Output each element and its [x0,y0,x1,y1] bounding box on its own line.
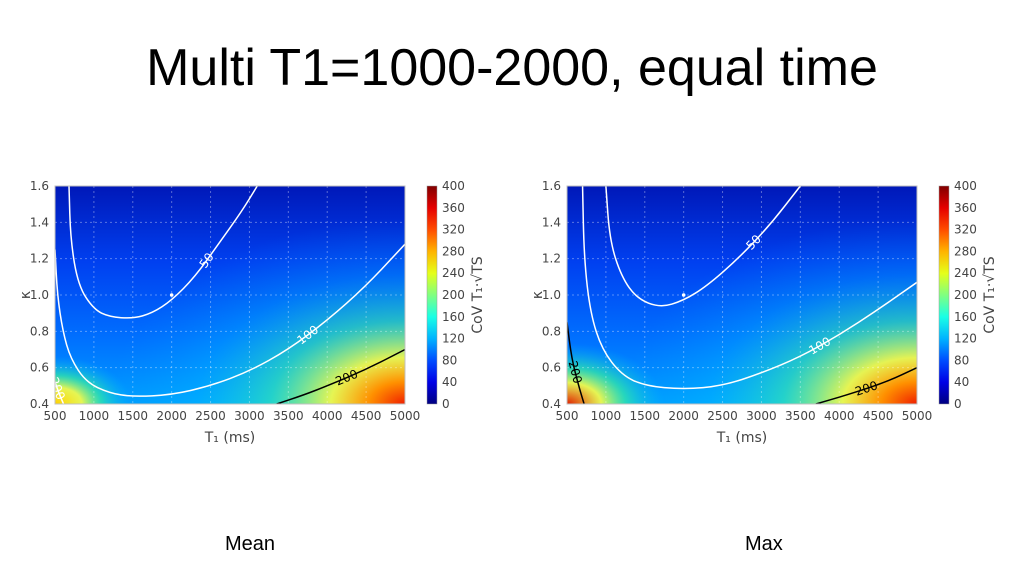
contour-line-200 [567,322,585,404]
y-axis-label: κ [532,291,546,299]
colorbar-tick-label: 120 [442,332,465,346]
colorbar-tick-label: 40 [954,375,969,389]
colorbar-tick-label: 360 [954,201,977,215]
y-tick-label: 0.8 [542,324,561,338]
colorbar-tick-label: 240 [954,266,977,280]
reference-marker [169,293,174,297]
y-tick-label: 0.4 [542,397,561,411]
plot-frame [54,185,406,405]
colorbar-tick-label: 360 [442,201,465,215]
plot-frame [566,185,918,405]
x-tick-label: 1500 [630,409,661,423]
x-tick-label: 2000 [668,409,699,423]
contour-line-100 [55,243,405,397]
y-tick-label: 0.6 [30,361,49,375]
colorbar-tick-label: 160 [954,310,977,324]
colorbar-tick-label: 160 [442,310,465,324]
x-tick-label: 5000 [902,409,933,423]
colorbar-tick-label: 240 [442,266,465,280]
y-tick-label: 1.6 [542,179,561,193]
colorbar-tick-label: 0 [954,397,962,411]
y-tick-label: 0.8 [30,324,49,338]
heatmap-corner-region [55,186,405,404]
caption-max: Max [745,533,783,555]
x-tick-label: 4000 [824,409,855,423]
colorbar-label: CoV T₁·√TS [982,256,998,333]
heatmap-corner-region [567,186,917,404]
y-tick-label: 1.2 [30,252,49,266]
y-tick-label: 1.4 [542,215,561,229]
y-tick-label: 1.0 [30,288,49,302]
heatmap-area [54,185,406,405]
x-tick-label: 2500 [195,409,226,423]
y-tick-label: 1.2 [542,252,561,266]
x-tick-label: 3500 [273,409,304,423]
colorbar [938,185,950,405]
colorbar-tick-label: 0 [442,397,450,411]
y-axis-label: κ [20,291,34,299]
x-tick-label: 2500 [707,409,738,423]
colorbar-tick-label: 80 [442,353,457,367]
colorbar-tick-label: 400 [442,179,465,193]
colorbar [426,185,438,405]
colorbar-tick-label: 80 [954,353,969,367]
slide-title: Multi T1=1000-2000, equal time [146,39,878,97]
y-tick-label: 1.6 [30,179,49,193]
heatmap-panel-mean: 50 100 200 200 500 1000 1500 2000 2500 3000 3500 40… [20,176,490,450]
x-tick-label: 5000 [390,409,421,423]
heatmap-area [566,185,918,405]
colorbar-label: CoV T₁·√TS [470,256,486,333]
x-tick-label: 4500 [863,409,894,423]
y-tick-label: 0.4 [30,397,49,411]
y-tick-label: 1.4 [30,215,49,229]
x-tick-label: 500 [44,409,67,423]
colorbar-tick-label: 280 [442,244,465,258]
colorbar-tick-label: 280 [954,244,977,258]
x-tick-label: 4500 [351,409,382,423]
x-axis-label: T₁ (ms) [716,430,767,446]
x-tick-label: 3000 [234,409,265,423]
x-axis-label: T₁ (ms) [204,430,255,446]
colorbar-tick-label: 200 [954,288,977,302]
contour-line-50 [605,186,801,307]
x-tick-label: 4000 [312,409,343,423]
x-tick-label: 3000 [746,409,777,423]
colorbar-tick-label: 40 [442,375,457,389]
colorbar-tick-label: 400 [954,179,977,193]
colorbar-tick-label: 320 [442,223,465,237]
colorbar-tick-label: 200 [442,288,465,302]
x-tick-label: 1000 [79,409,110,423]
contour-label-200: 200 [853,378,879,398]
x-tick-label: 1000 [591,409,622,423]
x-tick-label: 500 [556,409,579,423]
x-tick-label: 3500 [785,409,816,423]
contour-line-200 [815,366,917,404]
colorbar-tick-label: 320 [954,223,977,237]
colorbar-tick-label: 120 [954,332,977,346]
x-tick-label: 1500 [118,409,149,423]
reference-marker [681,293,686,297]
contour-label-200: 200 [566,359,585,385]
x-tick-label: 2000 [156,409,187,423]
contour-line-50 [68,186,258,319]
y-tick-label: 0.6 [542,361,561,375]
heatmap-panel-max: 50 100 200 200 500 1000 1500 2000 2500 3000 3500 40… [532,176,1002,450]
y-tick-label: 1.0 [542,288,561,302]
contour-line-100 [581,186,917,390]
caption-mean: Mean [225,533,276,555]
contour-line-200 [276,348,405,404]
